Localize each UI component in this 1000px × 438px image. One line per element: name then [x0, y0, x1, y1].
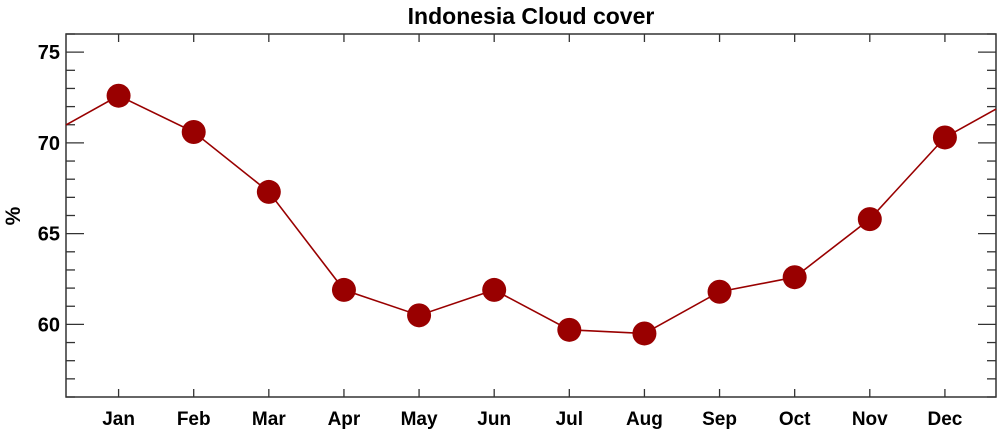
plot-frame — [65, 33, 997, 398]
y-axis-label: % — [2, 206, 25, 225]
data-point-may — [407, 303, 432, 328]
x-tick-label: Mar — [252, 409, 286, 430]
chart-title: Indonesia Cloud cover — [408, 3, 655, 29]
marks — [65, 83, 997, 346]
x-tick-label: Jan — [102, 409, 135, 430]
x-tick-label: Jul — [556, 409, 583, 430]
y-tick-label: 70 — [38, 133, 60, 155]
x-tick-label: Nov — [852, 409, 888, 430]
data-point-sep — [707, 279, 732, 304]
data-point-jul — [557, 317, 582, 342]
x-tick-label: May — [401, 409, 438, 430]
data-point-oct — [782, 265, 807, 290]
data-point-mar — [256, 179, 281, 204]
x-tick-label: Sep — [702, 409, 737, 430]
data-point-dec — [932, 125, 957, 150]
data-point-apr — [331, 277, 356, 302]
series-line — [65, 94, 997, 335]
data-point-jun — [482, 277, 507, 302]
data-point-aug — [632, 321, 657, 346]
x-tick-label: Dec — [927, 409, 962, 430]
x-tick-label: Aug — [626, 409, 663, 430]
data-point-feb — [181, 120, 206, 145]
x-tick-label: Jun — [477, 409, 511, 430]
x-tick-label: Feb — [177, 409, 211, 430]
data-point-jan — [106, 83, 131, 108]
axes: 60 65 70 75 Jan Feb Mar Apr May Jun Jul Aug Sep Oct No… — [38, 33, 997, 430]
y-tick-label: 65 — [38, 224, 60, 246]
data-point-nov — [857, 207, 882, 232]
y-tick-label: 75 — [38, 42, 60, 64]
x-tick-label: Apr — [328, 409, 361, 430]
x-tick-label: Oct — [779, 409, 811, 430]
y-tick-label: 60 — [38, 314, 60, 336]
